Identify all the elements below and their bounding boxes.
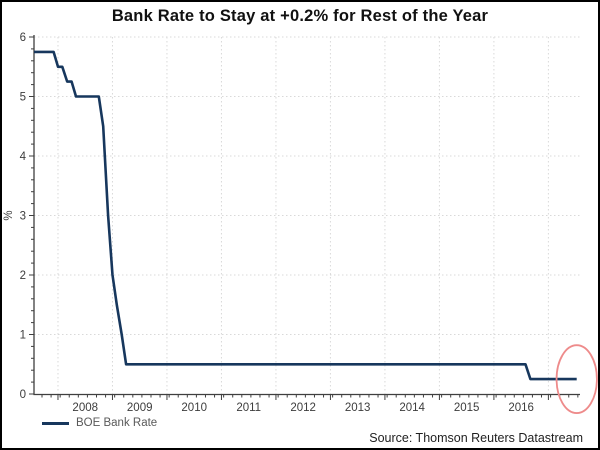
- legend: BOE Bank Rate: [42, 417, 157, 429]
- svg-text:%: %: [3, 210, 15, 220]
- x-axis-ticks: [41, 394, 579, 400]
- svg-text:2015: 2015: [454, 402, 480, 414]
- svg-text:5: 5: [20, 92, 26, 104]
- svg-text:3: 3: [20, 211, 26, 223]
- svg-text:2010: 2010: [181, 402, 207, 414]
- svg-text:2008: 2008: [72, 402, 98, 414]
- legend-label: BOE Bank Rate: [76, 417, 158, 429]
- svg-text:2014: 2014: [399, 402, 425, 414]
- svg-text:2012: 2012: [290, 402, 316, 414]
- y-axis-title: %: [3, 210, 15, 220]
- gridlines: [34, 36, 580, 394]
- axes: [33, 35, 580, 396]
- svg-text:2016: 2016: [508, 402, 534, 414]
- svg-text:2011: 2011: [236, 402, 261, 414]
- y-axis-ticks: 0 1 2 3 4 5 6: [20, 32, 34, 401]
- highlight-ellipse: [555, 344, 598, 414]
- svg-text:0: 0: [20, 389, 26, 401]
- legend-line-swatch: [42, 421, 69, 425]
- svg-text:2009: 2009: [127, 402, 153, 414]
- svg-text:2013: 2013: [345, 402, 371, 414]
- svg-text:2: 2: [20, 270, 26, 282]
- svg-text:6: 6: [20, 32, 26, 44]
- source-attribution: Source: Thomson Reuters Datastream: [369, 431, 583, 445]
- svg-text:4: 4: [20, 151, 27, 163]
- data-line-boe-bank-rate: [34, 50, 577, 381]
- chart-title: Bank Rate to Stay at +0.2% for Rest of t…: [111, 7, 489, 25]
- x-axis-labels: 2008 2009 2010 2011 2012 2013 2014 2015 2016: [72, 402, 534, 414]
- svg-text:1: 1: [20, 330, 26, 342]
